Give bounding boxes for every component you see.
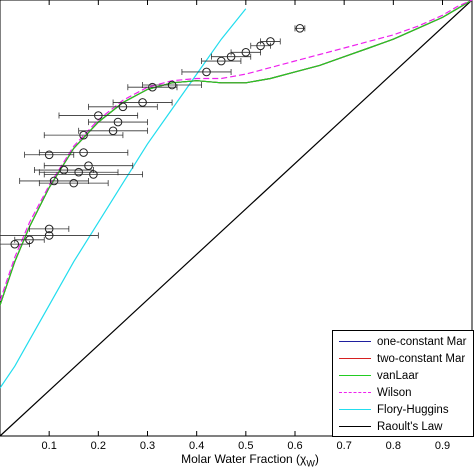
series-line-wilson [0,0,473,301]
data-point [138,98,147,107]
x-axis-label-subscript: W [306,458,315,469]
series-line-flory-huggins [0,8,247,389]
legend-label: vanLaar [377,370,419,382]
x-tick-label: 0.2 [91,440,106,452]
legend-entry-flory-huggins: Flory-Huggins [333,403,474,417]
data-point [113,117,123,127]
data-point [94,111,103,120]
legend-swatch [339,341,371,342]
data-point [69,178,79,188]
legend-entry-vanlaar: vanLaar [333,369,474,383]
data-point [25,235,34,245]
x-axis-label-text: Molar Water Fraction ( [181,452,301,466]
data-point [44,231,54,240]
data-point [295,24,305,33]
legend-label: Raoult's Law [377,421,443,433]
legend-label: Wilson [377,387,412,399]
data-point [89,170,98,179]
legend-swatch [339,426,371,427]
legend-swatch [339,358,371,359]
data-point [49,176,59,186]
legend-entry-wilson: Wilson [333,386,474,400]
x-tick-label: 0.5 [238,440,253,452]
x-tick-label: 0.4 [189,440,204,452]
x-tick-label: 0.3 [140,440,155,452]
legend-entry-two-constant: two-constant Mar [333,352,474,366]
legend-entry-raoults-law: Raoult's Law [333,420,474,434]
data-point [44,224,54,234]
plot-border [0,0,473,437]
x-tick-label: 0.7 [337,440,352,452]
data-point [148,82,157,92]
data-point [216,56,226,66]
data-point [79,148,88,157]
x-tick-label: 0.8 [386,440,401,452]
x-axis-label: Molar Water Fraction (χW) [120,452,380,468]
legend-swatch [339,409,371,410]
series-line-raoult-s-law [0,0,473,437]
data-point [44,150,54,160]
x-tick-label: 0.6 [287,440,302,452]
data-point [118,102,128,112]
data-point [241,48,251,57]
x-axis-label-symbol: χ [300,452,307,466]
experimental-points [0,24,306,249]
data-point [266,37,275,46]
data-point [167,80,177,90]
data-point [84,161,93,170]
legend: one-constant Mar two-constant Mar vanLaa… [332,330,474,437]
legend-swatch [339,392,371,393]
legend-label: one-constant Mar [377,336,467,348]
data-point [74,167,83,177]
legend-label: Flory-Huggins [377,404,449,416]
data-point [108,126,118,136]
x-tick-label: 0.1 [42,440,57,452]
legend-label: two-constant Mar [377,353,466,365]
data-point [202,67,211,77]
axes-frame [0,0,473,437]
x-tick-label: 0.9 [435,440,450,452]
series-line-vanlaar [0,0,473,306]
legend-swatch [339,375,371,376]
data-point [59,165,69,175]
legend-entry-one-constant: one-constant Mar [333,335,474,349]
x-axis-label-close: ) [314,452,319,466]
data-point [79,130,88,140]
